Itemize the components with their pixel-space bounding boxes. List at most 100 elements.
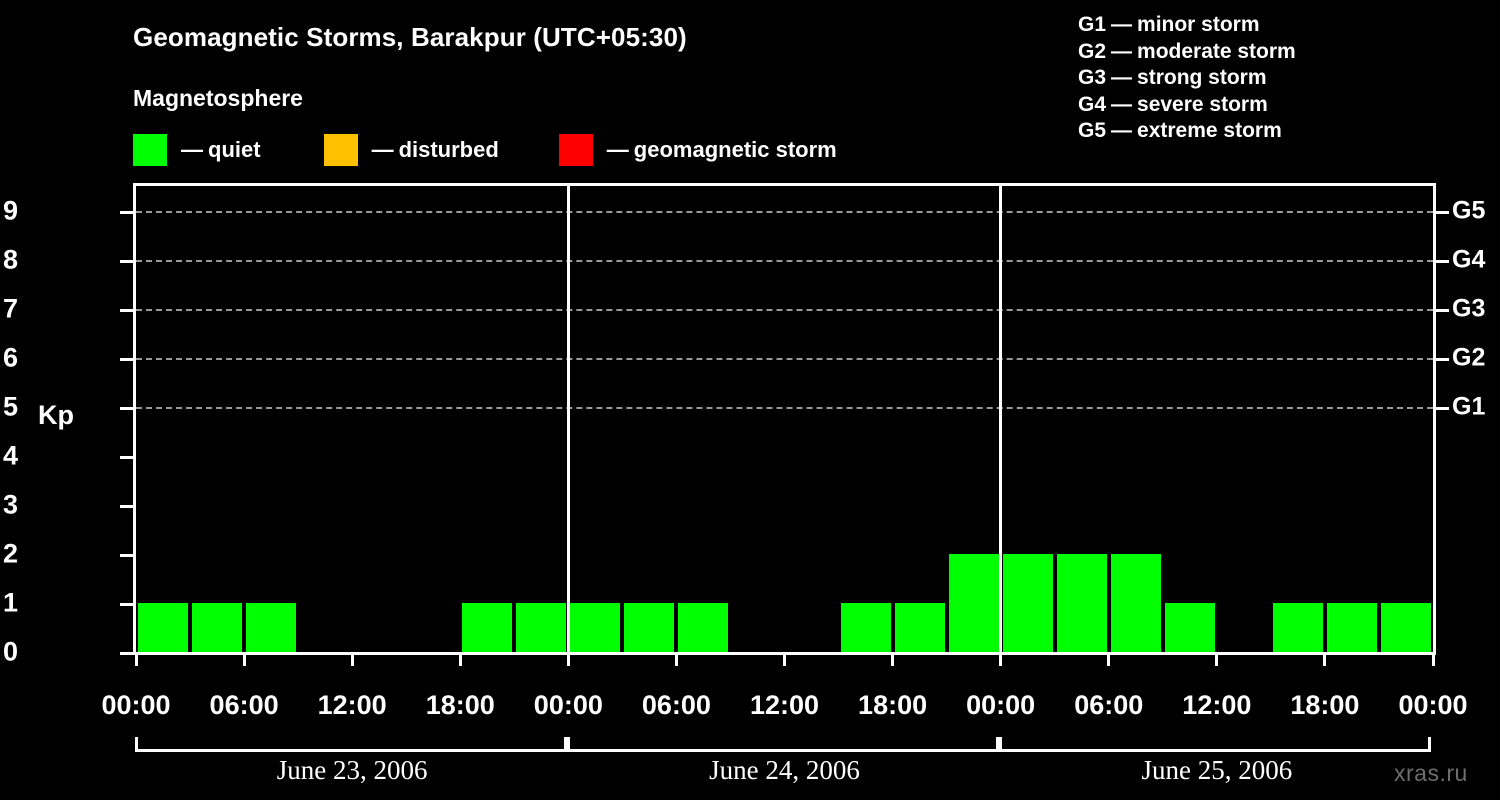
magnetosphere-section-label: Magnetosphere bbox=[133, 85, 303, 111]
kp-bar bbox=[1110, 553, 1161, 652]
gscale-code-g2: G2 bbox=[1078, 39, 1107, 63]
gridline-kp-8 bbox=[136, 259, 1433, 262]
gscale-dash: — bbox=[1111, 92, 1133, 116]
legend-item-geomagnetic-storm: — geomagnetic storm bbox=[558, 133, 837, 167]
x-tick-label: 18:00 bbox=[1290, 690, 1360, 720]
y-tick-mark-7 bbox=[120, 308, 133, 312]
x-tick-mark bbox=[458, 655, 462, 666]
x-tick-label: 00:00 bbox=[101, 690, 171, 720]
day-separator bbox=[566, 186, 570, 652]
y-tick-label-4: 4 bbox=[2, 440, 18, 471]
gridline-kp-6 bbox=[136, 357, 1433, 360]
gscale-code-g3: G3 bbox=[1078, 66, 1107, 89]
legend-dash: — bbox=[181, 137, 203, 162]
x-tick-label: 00:00 bbox=[1398, 690, 1468, 720]
kp-bar bbox=[462, 602, 513, 652]
kp-bar bbox=[894, 602, 945, 652]
legend-label-disturbed: disturbed bbox=[398, 137, 499, 162]
y-tick-mark-5 bbox=[120, 406, 133, 410]
x-tick-mark bbox=[566, 655, 570, 666]
legend-dash: — bbox=[371, 137, 394, 162]
g-tick-label-g2: G2 bbox=[1452, 343, 1486, 372]
gscale-code-g4: G4 bbox=[1078, 92, 1107, 116]
x-tick-mark bbox=[674, 655, 678, 666]
kp-bar bbox=[570, 602, 621, 652]
x-tick-label: 12:00 bbox=[317, 690, 387, 720]
y-tick-label-5: 5 bbox=[2, 391, 18, 422]
kp-bar bbox=[948, 553, 999, 652]
legend-dash: — bbox=[606, 137, 629, 162]
g-tick-label-g4: G4 bbox=[1452, 245, 1486, 274]
legend-label-quiet: quiet bbox=[208, 137, 261, 162]
gscale-item-g2: G2 — moderate storm bbox=[1078, 39, 1296, 66]
kp-bar bbox=[138, 602, 189, 652]
gscale-dash: — bbox=[1111, 119, 1133, 142]
gscale-code-g1: G1 bbox=[1078, 13, 1107, 36]
gscale-label-g5: extreme storm bbox=[1137, 119, 1282, 142]
x-tick-mark bbox=[999, 655, 1003, 666]
legend-item-quiet: — quiet bbox=[133, 133, 261, 167]
x-tick-label: 06:00 bbox=[1074, 690, 1144, 720]
red-square-swatch bbox=[558, 134, 593, 166]
x-tick-mark bbox=[242, 655, 246, 666]
legend-item-disturbed: — disturbed bbox=[323, 133, 499, 167]
x-tick-mark bbox=[783, 655, 786, 666]
g-tick-mark-g5 bbox=[1436, 210, 1449, 214]
gscale-code-g5: G5 bbox=[1078, 119, 1107, 142]
orange-square-swatch bbox=[323, 134, 358, 166]
y-tick-label-8: 8 bbox=[2, 244, 18, 275]
x-tick-mark bbox=[1215, 655, 1219, 666]
date-bracket bbox=[134, 737, 567, 752]
kp-bar bbox=[516, 602, 567, 652]
g-tick-mark-g2 bbox=[1436, 357, 1449, 361]
kp-bar bbox=[1056, 553, 1107, 652]
date-bracket bbox=[566, 737, 1000, 752]
gridline-kp-5 bbox=[136, 406, 1433, 409]
page-title: Geomagnetic Storms, Barakpur (UTC+05:30) bbox=[133, 22, 687, 52]
gridline-kp-9 bbox=[136, 210, 1433, 213]
y-tick-label-1: 1 bbox=[2, 587, 18, 618]
y-tick-label-7: 7 bbox=[2, 293, 18, 324]
y-tick-mark-9 bbox=[120, 210, 133, 214]
x-tick-label: 12:00 bbox=[749, 690, 820, 720]
gscale-label-g2: moderate storm bbox=[1137, 39, 1296, 63]
watermark: xras.ru bbox=[1394, 760, 1468, 786]
kp-bar bbox=[192, 602, 243, 652]
kp-bar bbox=[840, 602, 891, 652]
day-separator bbox=[999, 186, 1003, 652]
gscale-dash: — bbox=[1111, 66, 1133, 89]
g-tick-mark-g1 bbox=[1436, 406, 1449, 410]
y-tick-label-0: 0 bbox=[2, 636, 18, 667]
y-tick-mark-8 bbox=[120, 259, 133, 263]
gscale-item-g1: G1 — minor storm bbox=[1078, 12, 1296, 39]
g-tick-mark-g4 bbox=[1436, 259, 1449, 263]
g-tick-label-g3: G3 bbox=[1452, 294, 1486, 323]
gscale-item-g5: G5 — extreme storm bbox=[1078, 118, 1296, 145]
y-tick-mark-6 bbox=[120, 357, 133, 361]
x-tick-mark bbox=[1107, 655, 1111, 666]
x-tick-label: 06:00 bbox=[641, 690, 711, 720]
y-tick-mark-0 bbox=[120, 652, 133, 655]
kp-bar bbox=[1164, 602, 1215, 652]
y-axis-title: Kp bbox=[38, 400, 74, 430]
x-tick-label: 06:00 bbox=[209, 690, 279, 720]
g-tick-mark-g3 bbox=[1436, 308, 1449, 312]
gscale-item-g3: G3 — strong storm bbox=[1078, 65, 1296, 92]
gscale-label-g4: severe storm bbox=[1137, 92, 1268, 116]
x-tick-mark bbox=[350, 655, 354, 666]
kp-bar bbox=[1380, 602, 1431, 652]
kp-bar bbox=[1002, 553, 1053, 652]
kp-bar bbox=[246, 602, 297, 652]
x-tick-label: 18:00 bbox=[425, 690, 495, 720]
y-tick-label-3: 3 bbox=[2, 489, 18, 520]
y-tick-label-6: 6 bbox=[2, 342, 18, 373]
gscale-dash: — bbox=[1111, 39, 1133, 63]
x-tick-label: 00:00 bbox=[966, 690, 1036, 720]
y-tick-mark-3 bbox=[120, 504, 133, 508]
gscale-item-g4: G4 — severe storm bbox=[1078, 92, 1296, 119]
gscale-dash: — bbox=[1111, 13, 1133, 36]
date-bracket bbox=[999, 737, 1432, 752]
y-tick-mark-4 bbox=[120, 455, 133, 459]
kp-bar bbox=[1326, 602, 1377, 652]
date-label: June 24, 2006 bbox=[709, 755, 860, 785]
